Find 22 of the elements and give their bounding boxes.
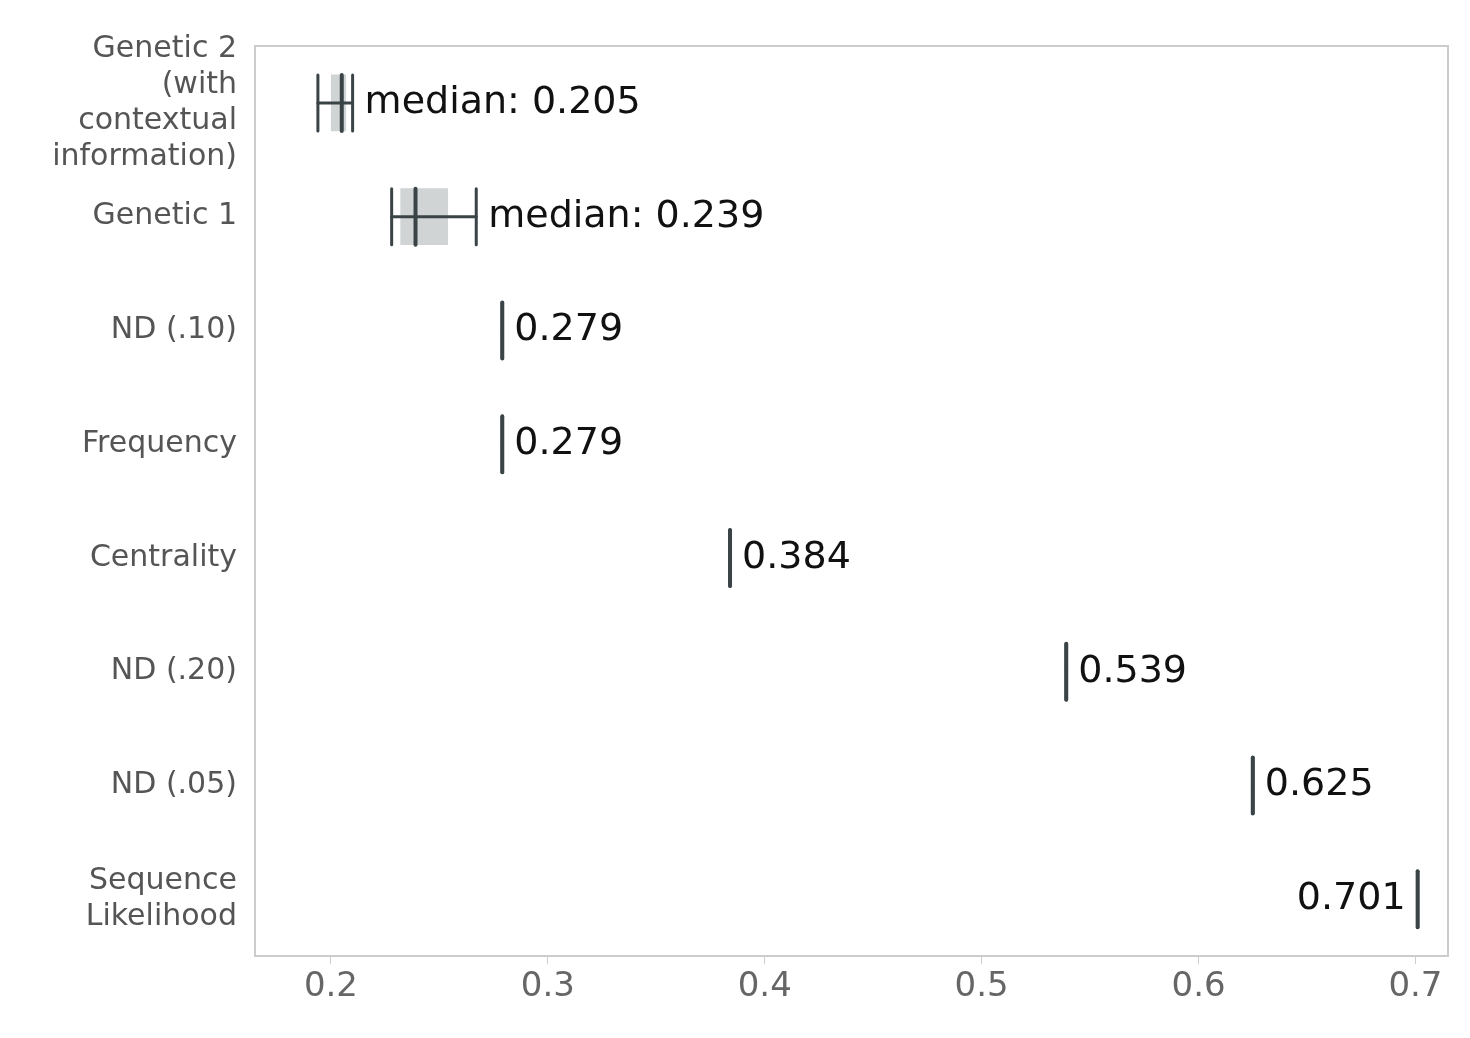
text: 0.279 [514, 305, 624, 350]
y-tick-label: Genetic 1 [92, 196, 237, 232]
text: median: 0.239 [488, 191, 765, 236]
text: 0.539 [1078, 646, 1188, 691]
y-tick-label: Frequency [82, 423, 237, 459]
y-tick-label: ND (.05) [110, 765, 237, 801]
x-tick-label: 0.2 [303, 964, 358, 1005]
text: 0.701 [1296, 874, 1406, 918]
y-tick-label: Sequence Likelihood [85, 860, 237, 932]
y-tick-label: Genetic 2 (with contextual information) [52, 28, 237, 172]
x-tick-label: 0.7 [1388, 964, 1443, 1005]
text: 0.625 [1264, 760, 1374, 805]
text: median: 0.205 [364, 77, 641, 122]
x-tick-label: 0.6 [1171, 964, 1226, 1005]
y-tick-label: ND (.10) [110, 310, 237, 346]
x-tick-label: 0.3 [520, 964, 575, 1005]
text: 0.384 [742, 532, 851, 577]
text: 0.279 [514, 419, 624, 463]
y-tick-label: ND (.20) [110, 651, 237, 687]
x-tick-label: 0.4 [737, 964, 792, 1005]
x-tick-label: 0.5 [954, 964, 1009, 1005]
y-tick-label: Centrality [89, 537, 237, 573]
